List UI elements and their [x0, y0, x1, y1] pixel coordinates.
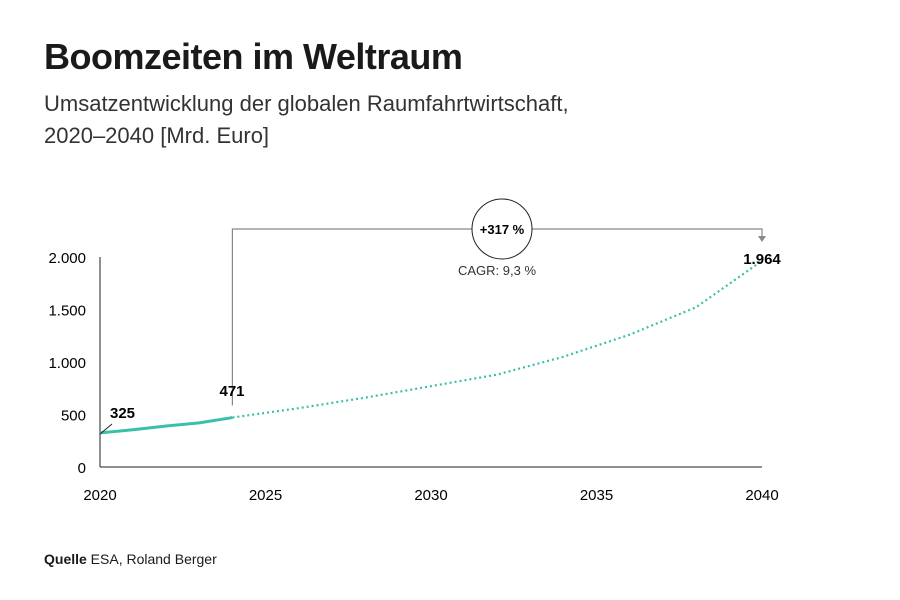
y-tick-label: 1.000 — [48, 355, 86, 372]
data-label-end: 1.964 — [743, 251, 781, 268]
chart-title: Boomzeiten im Weltraum — [44, 36, 463, 77]
x-tick-label: 2025 — [249, 487, 282, 504]
x-tick-label: 2035 — [580, 487, 613, 504]
growth-circle — [471, 198, 533, 260]
x-tick-label: 2020 — [83, 487, 116, 504]
subtitle-line-2: 2020–2040 [Mrd. Euro] — [44, 123, 270, 148]
y-tick-label: 1.500 — [48, 303, 86, 320]
bracket-arrow — [758, 236, 766, 242]
subtitle-line-1: Umsatzentwicklung der globalen Raumfahrt… — [44, 91, 569, 116]
chart-subtitle: Umsatzentwicklung der globalen Raumfahrt… — [44, 88, 744, 152]
y-tick-label: 0 — [78, 460, 86, 477]
data-label-mid: 471 — [219, 383, 244, 400]
y-tick-label: 500 — [61, 408, 86, 425]
series-actual — [99, 416, 233, 435]
cagr-label: CAGR: 9,3 % — [458, 263, 536, 278]
growth-label: +317 % — [480, 222, 525, 237]
y-tick-label: 2.000 — [48, 250, 86, 267]
series-forecast — [232, 259, 763, 419]
x-tick-label: 2030 — [414, 487, 447, 504]
x-tick-label: 2040 — [745, 487, 778, 504]
data-label-start: 325 — [110, 405, 135, 422]
source-text: ESA, Roland Berger — [86, 551, 217, 567]
source-label: Quelle — [44, 551, 87, 567]
label-leader — [99, 423, 113, 435]
source-note: Quelle ESA, Roland Berger — [44, 551, 217, 567]
